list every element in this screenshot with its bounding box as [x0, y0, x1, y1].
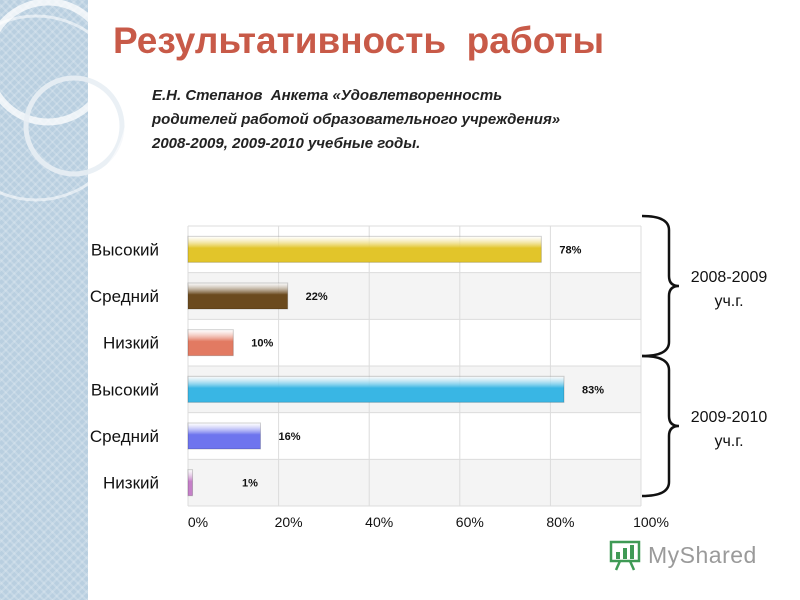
subtitle: Е.Н. Степанов Анкета «Удовлетворенность …	[152, 84, 712, 156]
group-label: уч.г.	[714, 293, 743, 310]
group-brace	[641, 354, 680, 498]
data-label: 10%	[251, 338, 273, 350]
x-tick-label: 20%	[275, 514, 303, 530]
watermark-text: MyShared	[648, 541, 757, 568]
category-label: Средний	[90, 427, 159, 446]
group-label: 2009-2010	[691, 409, 768, 426]
row-band	[188, 319, 641, 366]
category-label: Низкий	[103, 334, 159, 353]
category-label: Средний	[90, 287, 159, 306]
x-tick-label: 40%	[365, 514, 393, 530]
category-label: Низкий	[103, 474, 159, 493]
presentation-icon	[609, 540, 641, 571]
row-band	[188, 459, 641, 506]
bar	[187, 235, 542, 263]
left-decor-strip	[0, 0, 88, 600]
bar	[187, 422, 261, 450]
data-label: 16%	[278, 431, 300, 443]
group-label: уч.г.	[714, 433, 743, 450]
bar	[187, 329, 234, 357]
data-label: 1%	[242, 478, 258, 490]
page-title: Результативность работы	[113, 20, 605, 61]
x-tick-label: 60%	[456, 514, 484, 530]
data-label: 22%	[306, 291, 328, 303]
data-label: 78%	[559, 244, 581, 256]
x-tick-label: 80%	[546, 514, 574, 530]
group-brace	[641, 214, 680, 358]
subtitle-line: 2008-2009, 2009-2010 учебные годы.	[152, 135, 421, 152]
subtitle-line: родителей работой образовательного учреж…	[152, 111, 561, 128]
category-label: Высокий	[91, 240, 159, 259]
bar	[187, 469, 194, 497]
row-band	[188, 412, 641, 460]
bar	[187, 375, 565, 403]
decor-circles	[0, 0, 130, 202]
category-label: Высокий	[91, 380, 159, 399]
watermark: MyShared	[608, 538, 757, 572]
group-label: 2008-2009	[691, 269, 768, 286]
bar	[187, 282, 289, 310]
x-tick-label: 100%	[633, 514, 669, 530]
x-tick-label: 0%	[188, 514, 208, 530]
subtitle-line: Е.Н. Степанов Анкета «Удовлетворенность	[152, 87, 503, 104]
data-label: 83%	[582, 384, 604, 396]
